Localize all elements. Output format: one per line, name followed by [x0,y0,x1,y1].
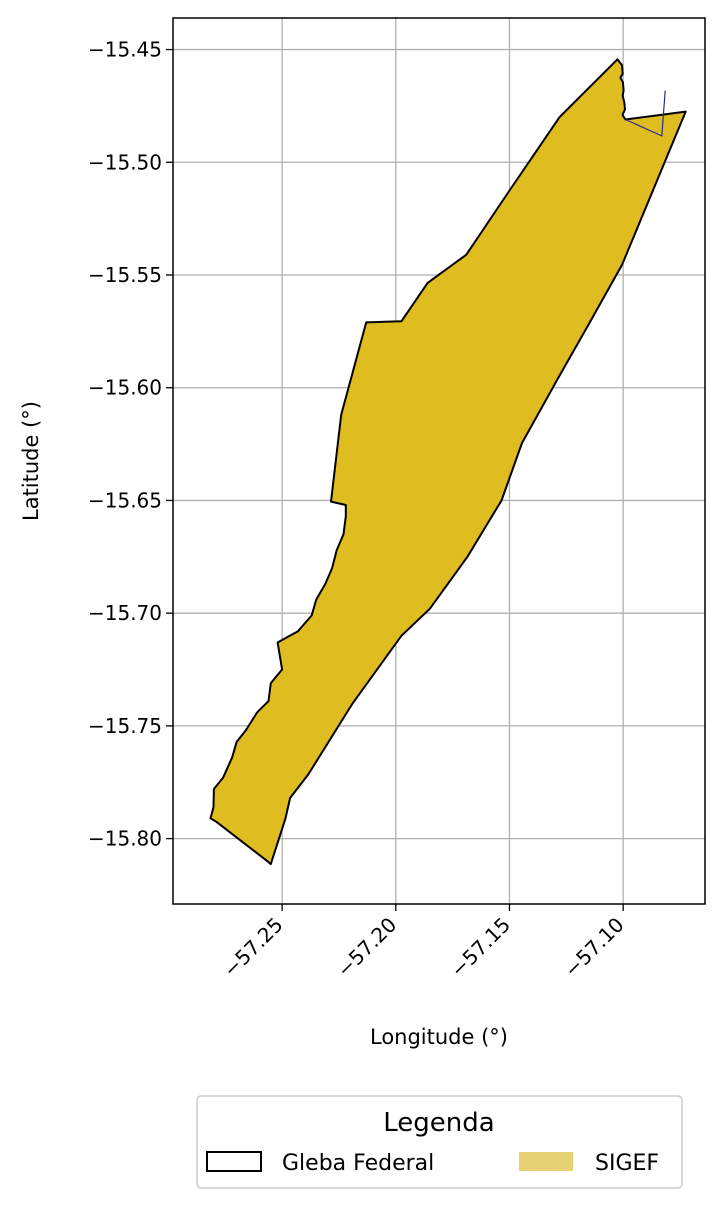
sigef-polygon [209,58,687,866]
axes-frame [172,17,706,905]
y-tick-label: −15.70 [88,601,162,625]
legend-label-sigef: SIGEF [595,1151,659,1176]
y-tick-label: −15.75 [88,714,162,738]
gleba-inner-boundary [625,90,666,137]
legend-title: Legenda [383,1108,494,1138]
y-tick-label: −15.80 [88,827,162,851]
y-tick-label: −15.45 [88,38,162,62]
y-axis-label: Latitude (°) [19,401,43,521]
legend-swatch-sigef [519,1152,573,1171]
legend-swatch-gleba-federal [206,1151,262,1172]
legend-label-gleba-federal: Gleba Federal [282,1151,434,1176]
y-tick-label: −15.55 [88,263,162,287]
legend: Legenda Gleba Federal SIGEF [196,1095,683,1189]
x-axis-label: Longitude (°) [370,1025,508,1049]
y-tick-label: −15.50 [88,150,162,174]
y-tick-label: −15.65 [88,488,162,512]
map-polygons [209,58,687,866]
y-tick-label: −15.60 [88,376,162,400]
